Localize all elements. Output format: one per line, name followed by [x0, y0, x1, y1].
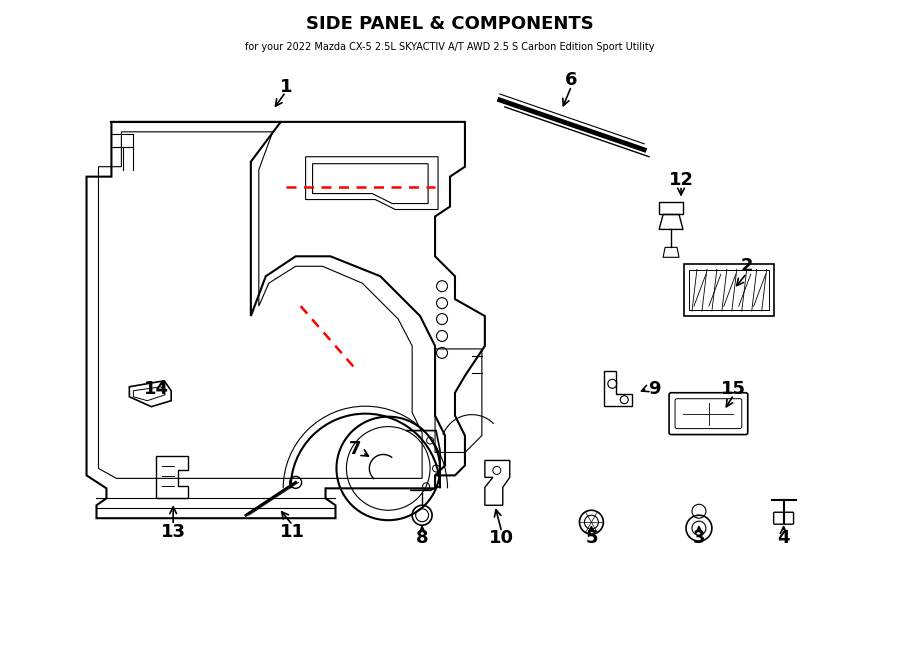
Text: 11: 11 — [280, 523, 305, 541]
Text: SIDE PANEL & COMPONENTS: SIDE PANEL & COMPONENTS — [306, 15, 594, 33]
Text: 15: 15 — [721, 380, 746, 398]
Text: 2: 2 — [741, 257, 753, 275]
Text: 3: 3 — [693, 529, 706, 547]
Text: 8: 8 — [416, 529, 428, 547]
Text: 9: 9 — [648, 380, 661, 398]
Text: 6: 6 — [565, 71, 578, 89]
Text: 12: 12 — [669, 171, 694, 188]
Text: 13: 13 — [161, 523, 185, 541]
Text: 14: 14 — [144, 380, 168, 398]
Text: 1: 1 — [279, 78, 292, 96]
Text: 10: 10 — [490, 529, 514, 547]
Text: 7: 7 — [349, 440, 362, 457]
Text: 4: 4 — [778, 529, 790, 547]
Text: 5: 5 — [585, 529, 598, 547]
Text: for your 2022 Mazda CX-5 2.5L SKYACTIV A/T AWD 2.5 S Carbon Edition Sport Utilit: for your 2022 Mazda CX-5 2.5L SKYACTIV A… — [245, 42, 655, 52]
